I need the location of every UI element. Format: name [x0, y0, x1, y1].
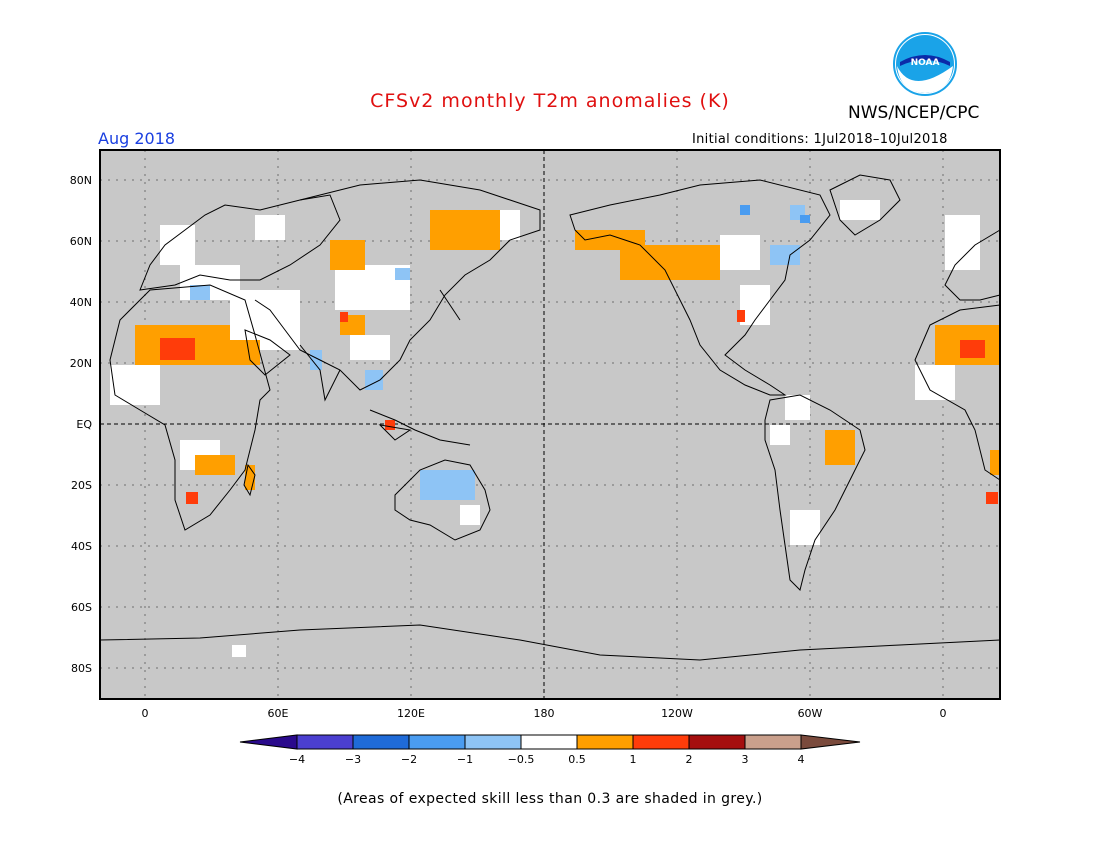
colorbar-segment	[296, 734, 354, 750]
lat-label: 40N	[70, 296, 92, 309]
initial-conditions: Initial conditions: 1Jul2018–10Jul2018	[692, 132, 948, 147]
lat-label: 60N	[70, 235, 92, 248]
strong-warm-anomaly-areas	[160, 310, 998, 504]
lat-label: 20S	[71, 479, 92, 492]
colorbar-segment	[744, 734, 802, 750]
lat-label: 80N	[70, 174, 92, 187]
colorbar-arrow-left	[239, 734, 298, 750]
colorbar-segment	[352, 734, 410, 750]
colorbar-segment	[688, 734, 746, 750]
lon-label: 60W	[798, 707, 823, 720]
lon-gridlines	[144, 150, 944, 699]
lon-label: 120E	[397, 707, 425, 720]
colorbar-segment	[632, 734, 690, 750]
colorbar: −4 −3 −2 −1 −0.5 0.5 1 2 3 4	[239, 734, 861, 766]
map-panel	[99, 149, 1001, 700]
map-frame	[99, 149, 1001, 700]
lat-axis: 80N 60N 40N 20N EQ 20S 40S 60S 80S	[70, 174, 93, 675]
lat-label: 40S	[71, 540, 92, 553]
warm-anomaly-areas	[135, 210, 1000, 490]
forecast-month: Aug 2018	[98, 129, 176, 148]
noaa-logo-text: NOAA	[911, 58, 940, 68]
colorbar-label: 1	[630, 753, 637, 766]
colorbar-label: 2	[686, 753, 693, 766]
cool-anomaly-areas	[190, 205, 805, 500]
colorbar-label: −3	[345, 753, 361, 766]
colorbar-segment	[576, 734, 634, 750]
lat-label: EQ	[76, 418, 92, 431]
coastlines	[99, 174, 1001, 661]
lon-label: 180	[534, 707, 555, 720]
colorbar-segment	[464, 734, 522, 750]
colorbar-label: 3	[742, 753, 749, 766]
lon-axis: 0 60E 120E 180 120W 60W 0	[142, 707, 947, 720]
map-title: CFSv2 monthly T2m anomalies (K)	[370, 90, 730, 112]
colorbar-segment	[408, 734, 466, 750]
colorbar-label: 4	[798, 753, 805, 766]
colorbar-label: −2	[401, 753, 417, 766]
colorbar-label: −4	[289, 753, 305, 766]
lon-label: 0	[142, 707, 149, 720]
lon-label: 0	[940, 707, 947, 720]
lat-gridlines	[100, 179, 1000, 669]
skill-note: (Areas of expected skill less than 0.3 a…	[337, 791, 763, 807]
colorbar-label: −0.5	[508, 753, 535, 766]
lon-label: 120W	[661, 707, 693, 720]
colorbar-arrow-right	[800, 734, 861, 750]
colorbar-label: −1	[457, 753, 473, 766]
agency-label: NWS/NCEP/CPC	[848, 103, 980, 123]
lon-label: 60E	[268, 707, 289, 720]
colorbar-label: 0.5	[568, 753, 586, 766]
colorbar-segment	[520, 734, 578, 750]
moderate-cool-anomaly-areas	[740, 205, 810, 223]
lat-label: 20N	[70, 357, 92, 370]
lat-label: 60S	[71, 601, 92, 614]
lat-label: 80S	[71, 662, 92, 675]
noaa-logo: NOAA	[893, 32, 957, 96]
